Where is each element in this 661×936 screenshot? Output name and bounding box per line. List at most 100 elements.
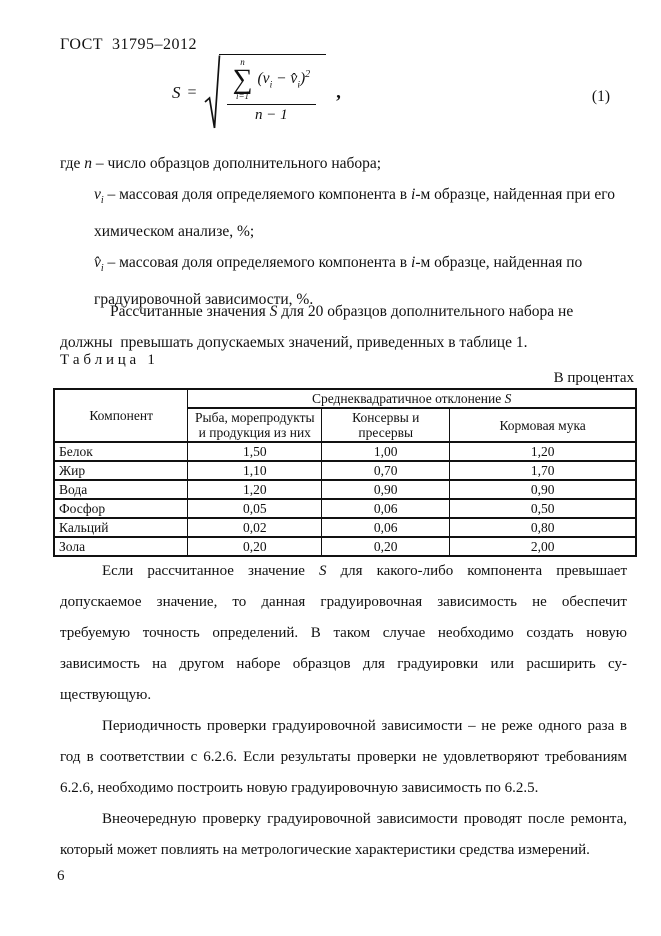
paragraph-periodicity: Периодичность проверки градуировочной за… — [60, 711, 627, 804]
text-segment: для какого-либо компонента превышает — [326, 563, 627, 579]
paragraph-line: год в соответствии с 6.2.6. Если результ… — [60, 749, 627, 765]
where-definitions: где n – число образцов дополнительного н… — [60, 148, 635, 315]
cell-component: Кальций — [53, 517, 189, 538]
table-caption: Т а б л и ц а 1 — [60, 352, 155, 368]
cell-value: 0,06 — [321, 517, 451, 538]
minus-sign: − — [272, 70, 291, 88]
table-row: Вода 1,20 0,90 0,90 — [53, 479, 637, 500]
var-v-hat: v̂ — [94, 254, 101, 272]
var-n: n — [255, 107, 263, 124]
cell-component: Жир — [53, 460, 189, 481]
formula-lhs: S — [172, 83, 181, 102]
cell-value: 0,80 — [449, 517, 637, 538]
where-vhat-definition: – массовая доля определяемого компонента… — [103, 254, 412, 272]
header-component: Компонент — [53, 388, 189, 443]
paragraph-line: 6.2.6, необходимо построить новую градуи… — [60, 780, 539, 796]
var-v-hat: v̂ — [290, 70, 298, 88]
formula-denominator: n − 1 — [226, 104, 317, 124]
cell-value: 1,20 — [187, 479, 323, 500]
header-col-feed-meal: Кормовая мука — [449, 407, 637, 443]
cell-value: 1,00 — [321, 441, 451, 462]
cell-value: 0,02 — [187, 517, 323, 538]
var-v-hat-sub: i — [100, 263, 104, 275]
var-s: S — [269, 303, 278, 320]
sum-lower-limit: i=1 — [235, 91, 250, 102]
where-line-vhat-cont: градуировочной зависимости, %. — [94, 291, 314, 309]
header-col-fish: Рыба, морепродукты и продукция из них — [187, 407, 323, 443]
bottom-paragraphs: Если рассчитанное значение S для какого-… — [60, 556, 627, 866]
where-vhat-definition-rest: -м образце, найденная по — [415, 254, 583, 272]
table-row: Фосфор 0,05 0,06 0,50 — [53, 498, 637, 519]
paren-close: ) — [299, 70, 306, 88]
where-n-definition: – число образцов дополнительного набора; — [91, 155, 382, 172]
paragraph-calculated-values: Рассчитанные значения S для 20 образцов … — [60, 296, 635, 358]
text-segment: для 20 образцов дополнительного набора н… — [277, 303, 574, 320]
radical-sign-icon — [203, 55, 220, 129]
table-row: Зола 0,20 0,20 2,00 — [53, 536, 637, 557]
cell-value: 2,00 — [449, 536, 637, 557]
table-1: Компонент Среднеквадратичное отклонение … — [53, 388, 637, 557]
formula: S = n ∑ i=1 (vi − v̂i)2 n − 1, — [172, 54, 627, 132]
cell-component: Вода — [53, 479, 189, 500]
header-group-var-s: S — [504, 391, 512, 406]
where-line-v-cont: химическом анализе, %; — [94, 223, 255, 241]
cell-value: 0,20 — [321, 536, 451, 557]
square-exponent: 2 — [305, 68, 311, 80]
sum-upper-limit: n — [240, 57, 245, 67]
paragraph-line: ществующую. — [60, 687, 152, 703]
cell-value: 0,50 — [449, 498, 637, 519]
var-i: i — [411, 186, 416, 203]
var-v: v — [94, 186, 101, 203]
page-number: 6 — [57, 868, 65, 884]
var-v-sub: i — [100, 195, 104, 207]
paragraph-extraordinary-check: Внеочередную проверку градуировочной зав… — [60, 804, 627, 866]
header-group-text: Среднеквадратичное отклонение — [311, 391, 505, 406]
header-group: Среднеквадратичное отклонение S — [187, 388, 637, 409]
var-n: n — [84, 155, 92, 172]
paren-open: ( — [257, 70, 263, 88]
cell-value: 0,70 — [321, 460, 451, 481]
formula-number: (1) — [591, 88, 610, 105]
table-row: Жир 1,10 0,70 1,70 — [53, 460, 637, 481]
cell-component: Зола — [53, 536, 189, 557]
var-i: i — [411, 254, 416, 272]
where-line-n: где n – число образцов дополнительного н… — [60, 148, 635, 179]
cell-value: 0,06 — [321, 498, 451, 519]
paragraph-line: Внеочередную проверку градуировочной зав… — [102, 811, 627, 827]
where-v-definition-rest: -м образце, найденная при его — [415, 186, 616, 203]
cell-value: 1,20 — [449, 441, 637, 462]
text-segment: Если рассчитанное значение — [102, 563, 319, 579]
cell-value: 0,20 — [187, 536, 323, 557]
text-segment: Рассчитанные значения — [110, 303, 270, 320]
formula-comma: , — [336, 82, 341, 103]
cell-value: 0,05 — [187, 498, 323, 519]
paragraph-line: должны превышать допускаемых значений, п… — [60, 334, 528, 351]
denominator-rest: − 1 — [262, 107, 288, 124]
var-v: v — [262, 70, 270, 88]
paragraph-line: зависимость на другом наборе образцов дл… — [60, 656, 627, 672]
cell-value: 1,50 — [187, 441, 323, 462]
paragraph-line: Периодичность проверки градуировочной за… — [102, 718, 627, 734]
formula-expression: (vi − v̂i)2 — [258, 69, 311, 90]
formula-equals: = — [187, 84, 197, 101]
paragraph-line: допускаемое значение, то данная градуиро… — [60, 594, 627, 610]
paragraph-line: Если рассчитанное значение S для какого-… — [60, 556, 627, 587]
table-header-row-group: Компонент Среднеквадратичное отклонение … — [53, 388, 637, 443]
sigma-icon: ∑ — [232, 64, 253, 95]
table-row: Кальций 0,02 0,06 0,80 — [53, 517, 637, 538]
cell-value: 0,90 — [321, 479, 451, 500]
cell-value: 1,70 — [449, 460, 637, 481]
cell-value: 0,90 — [449, 479, 637, 500]
cell-component: Белок — [53, 441, 189, 462]
radical: n ∑ i=1 (vi − v̂i)2 n − 1 — [203, 54, 327, 132]
formula-block: S = n ∑ i=1 (vi − v̂i)2 n − 1, (1) — [60, 54, 627, 150]
where-v-definition: – массовая доля определяемого компонента… — [103, 186, 412, 203]
var-s: S — [318, 563, 327, 579]
paragraph-line: Рассчитанные значения S для 20 образцов … — [60, 296, 635, 327]
paragraph-if-exceeds: Если рассчитанное значение S для какого-… — [60, 556, 627, 711]
cell-component: Фосфор — [53, 498, 189, 519]
table-units-note: В процентах — [553, 370, 634, 386]
var-v-sub: i — [269, 80, 273, 91]
paragraph-line: который может повлиять на метрологически… — [60, 842, 590, 858]
